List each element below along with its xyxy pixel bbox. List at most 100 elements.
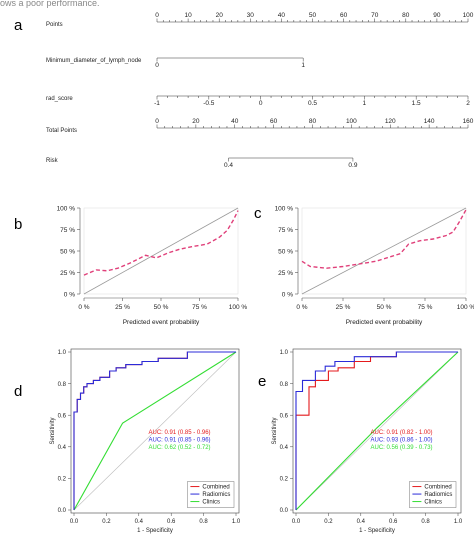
panel-letter-e: e [258, 373, 266, 390]
x-axis-title: 1 - Specificity [359, 528, 395, 534]
x-tick-label: 0.0 [292, 519, 301, 525]
nomogram-tick-label: -0.5 [203, 100, 215, 107]
y-tick-label: 0.6 [280, 413, 289, 419]
nomogram-tick-label: 50 [309, 12, 317, 19]
nomogram-tick-label: 40 [231, 118, 239, 125]
reference-diagonal-line [301, 207, 467, 295]
nomogram-tick-label: -1 [154, 100, 160, 107]
nomogram-tick-label: 2 [466, 100, 470, 107]
y-tick-label: 0.8 [280, 382, 289, 388]
auc-label: AUC: 0.56 (0.39 - 0.73) [371, 445, 433, 451]
nomogram-tick-label: 10 [184, 12, 192, 19]
chance-diagonal-line [73, 351, 237, 511]
y-axis-title: Sensitivity [272, 417, 278, 444]
nomogram-row-label: Total Points [46, 128, 77, 134]
x-tick-label: 50 % [154, 304, 169, 311]
caption-top: ows a poor performance. [0, 0, 100, 8]
x-tick-label: 0.6 [167, 519, 176, 525]
nomogram-tick-label: 20 [192, 118, 200, 125]
panel-letter-a: a [14, 17, 23, 34]
x-tick-label: 0.0 [70, 519, 79, 525]
y-tick-label: 100 % [275, 206, 294, 213]
nomogram-tick-label: 60 [270, 118, 278, 125]
nomogram-row-label: Points [46, 22, 63, 28]
plot-frame [301, 207, 467, 295]
panel-letter-c: c [254, 205, 262, 222]
x-tick-label: 0.4 [135, 519, 144, 525]
nomogram-tick-label: 0.5 [308, 100, 317, 107]
calibration-plot-b: 0 % 25 % 50 % 75 % 100 % 0 % 25 % 50 % 75 % 100 %… [57, 206, 248, 327]
panel-letter-d: d [14, 383, 22, 400]
chance-diagonal-line [295, 351, 459, 511]
auc-label: AUC: 0.91 (0.85 - 0.96) [149, 430, 211, 436]
roc-curve-radiomics [73, 351, 236, 510]
y-tick-label: 0.0 [58, 508, 67, 514]
nomogram-tick-label: 20 [216, 12, 224, 19]
nomogram-tick-label: 120 [385, 118, 396, 125]
y-tick-label: 50 % [278, 249, 293, 256]
legend-label: Clinics [202, 500, 220, 506]
x-tick-label: 100 % [229, 304, 248, 311]
legend-label: Radiomics [424, 492, 452, 498]
x-tick-label: 0 % [78, 304, 89, 311]
y-tick-label: 0 % [64, 292, 75, 299]
x-axis-title: Predicted event probability [346, 319, 423, 326]
legend-label: Combined [424, 485, 451, 491]
x-tick-label: 0.4 [357, 519, 366, 525]
nomogram-row-label: Minimum_diameter_of_lymph_node [46, 58, 142, 64]
legend-label: Clinics [424, 500, 442, 506]
y-tick-label: 0.4 [280, 445, 289, 451]
nomogram-tick-label: 60 [340, 12, 348, 19]
y-tick-label: 1.0 [58, 350, 67, 356]
y-tick-label: 25 % [60, 270, 75, 277]
nomogram-tick-label: 0 [259, 100, 263, 107]
y-tick-label: 75 % [60, 227, 75, 234]
plot-frame [83, 207, 239, 295]
auc-label: AUC: 0.93 (0.86 - 1.00) [371, 438, 433, 444]
roc-curve-radiomics [295, 351, 458, 510]
x-tick-label: 0.8 [421, 519, 430, 525]
nomogram-tick-label: 0 [155, 62, 159, 69]
x-tick-label: 0.2 [102, 519, 111, 525]
nomogram-tick-label: 40 [278, 12, 286, 19]
x-axis-title: Predicted event probability [123, 319, 200, 326]
nomogram-row-label: rad_score [46, 96, 73, 102]
y-tick-label: 0.2 [280, 477, 289, 483]
nomogram-tick-label: 1.5 [412, 100, 421, 107]
y-tick-label: 0.0 [280, 508, 289, 514]
calibration-plot-c: 0 % 25 % 50 % 75 % 100 % 0 % 25 % 50 % 75 % 100 %… [275, 206, 474, 327]
roc-plot-d: 0.0 0.2 0.4 0.6 0.8 1.0 0.0 0.2 0.4 0.6 0.8 1.0 1 - … [50, 348, 241, 534]
x-tick-label: 0.2 [324, 519, 333, 525]
nomogram-tick-label: 80 [309, 118, 317, 125]
reference-diagonal-line [83, 207, 239, 295]
x-tick-label: 25 % [336, 304, 351, 311]
y-tick-label: 50 % [60, 249, 75, 256]
nomogram-row-label: Risk [46, 158, 59, 164]
nomogram-tick-label: 100 [346, 118, 357, 125]
nomogram-tick-label: 160 [463, 118, 474, 125]
calibration-curve [301, 209, 467, 269]
nomogram-tick-label: 90 [433, 12, 441, 19]
nomogram-tick-label: 0 [155, 118, 159, 125]
y-tick-label: 75 % [278, 227, 293, 234]
nomogram-tick-label: 0.4 [224, 162, 233, 169]
y-tick-label: 0.6 [58, 413, 67, 419]
legend-label: Combined [202, 485, 229, 491]
x-tick-label: 0.8 [199, 519, 208, 525]
legend-label: Radiomics [202, 492, 230, 498]
calibration-curve [83, 210, 239, 276]
nomogram-tick-label: 30 [247, 12, 255, 19]
nomogram-tick-label: 0 [155, 12, 159, 19]
y-axis-title: Sensitivity [50, 417, 56, 444]
x-tick-label: 75 % [192, 304, 207, 311]
nomogram-tick-label: 100 [463, 12, 474, 19]
x-axis-title: 1 - Specificity [137, 528, 173, 534]
y-tick-label: 0.8 [58, 382, 67, 388]
plot-frame [292, 348, 462, 514]
auc-label: AUC: 0.91 (0.85 - 0.96) [149, 438, 211, 444]
roc-curve-clinics [295, 351, 459, 511]
x-tick-label: 0.6 [389, 519, 398, 525]
nomogram-tick-label: 70 [371, 12, 379, 19]
x-tick-label: 50 % [377, 304, 392, 311]
